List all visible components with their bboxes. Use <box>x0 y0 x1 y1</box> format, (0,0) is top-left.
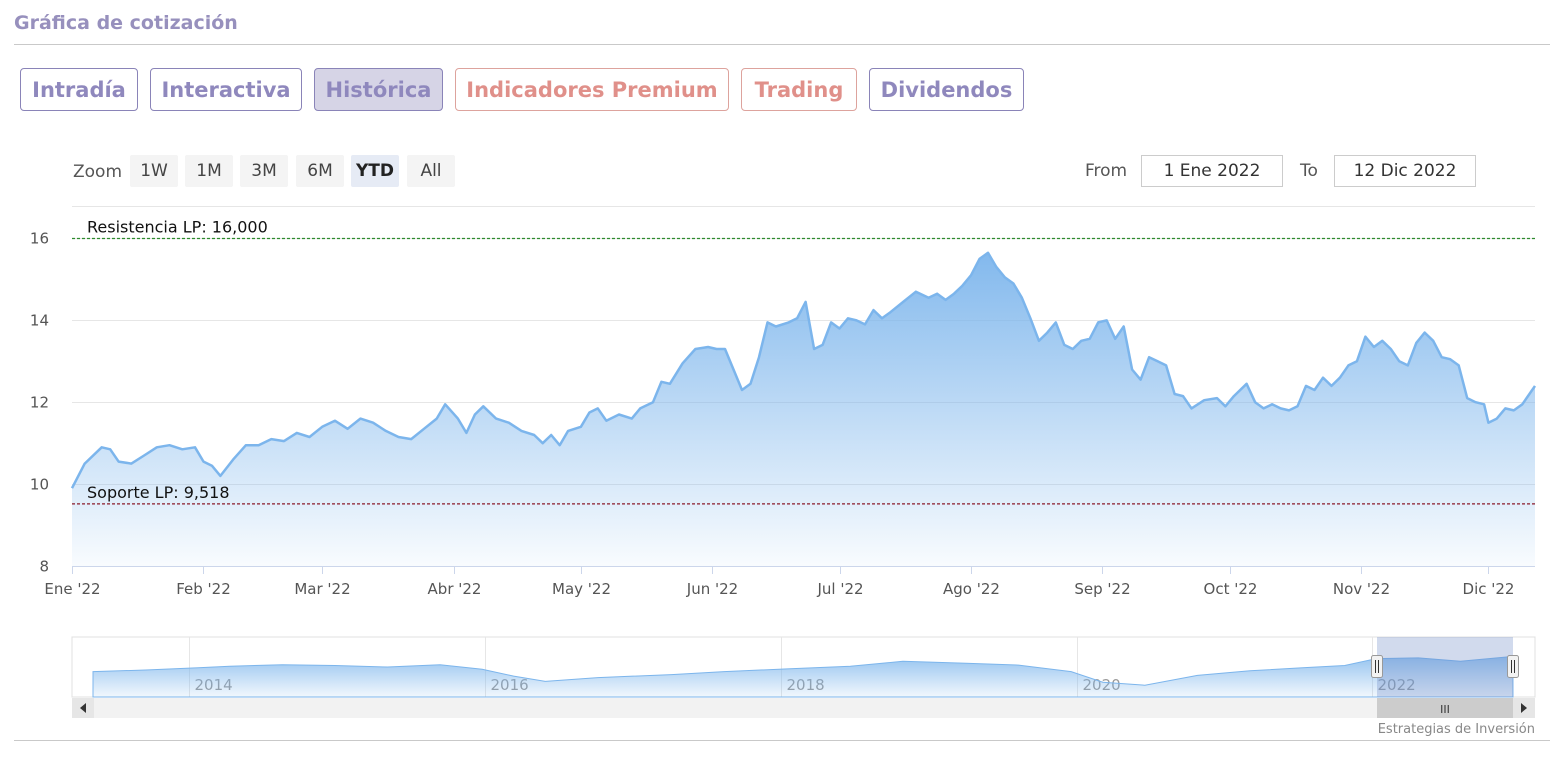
tab-interactiva[interactable]: Interactiva <box>150 68 302 111</box>
from-label: From <box>1085 161 1127 181</box>
to-date-input[interactable]: 12 Dic 2022 <box>1334 155 1476 187</box>
y-tick-label: 8 <box>39 558 49 576</box>
price-area <box>72 252 1535 567</box>
zoom-button-label: 1W <box>140 161 168 181</box>
y-tick-label: 12 <box>30 394 49 412</box>
x-tick-label: Jul '22 <box>816 580 863 598</box>
zoom-button-1w[interactable]: 1W <box>130 155 178 187</box>
zoom-button-label: 1M <box>196 161 221 181</box>
zoom-button-label: 6M <box>307 161 332 181</box>
bottom-divider <box>14 740 1550 741</box>
page-title: Gráfica de cotización <box>14 12 238 34</box>
x-tick-label: Dic '22 <box>1463 580 1515 598</box>
zoom-label: Zoom <box>73 162 122 182</box>
x-tick-label: May '22 <box>552 580 611 598</box>
scroll-left-button[interactable] <box>72 698 94 718</box>
to-date-value: 12 Dic 2022 <box>1354 161 1457 181</box>
chart-credit: Estrategias de Inversión <box>1378 722 1535 737</box>
title-divider <box>14 44 1550 45</box>
tab-trading[interactable]: Trading <box>741 68 857 111</box>
from-date-value: 1 Ene 2022 <box>1164 161 1261 181</box>
navigator-handle-left[interactable] <box>1371 655 1383 678</box>
tab-intradia[interactable]: Intradía <box>20 68 138 111</box>
y-tick-label: 10 <box>30 476 49 494</box>
range-selector: Zoom 1W 1M 3M 6M YTD All From 1 Ene 20 <box>72 155 1535 207</box>
navigator-window[interactable] <box>1377 637 1513 697</box>
navigator[interactable]: 20142016201820202022 <box>71 636 1536 698</box>
zoom-button-ytd[interactable]: YTD <box>351 155 399 187</box>
tab-dividendos[interactable]: Dividendos <box>869 68 1024 111</box>
scrollbar[interactable]: III <box>72 698 1535 718</box>
y-tick-label: 14 <box>30 312 49 330</box>
plot-line-label: Resistencia LP: 16,000 <box>87 217 268 236</box>
plot-line-label: Soporte LP: 9,518 <box>87 483 230 502</box>
scrollbar-track[interactable] <box>72 698 1535 718</box>
navigator-handle-right[interactable] <box>1507 655 1519 678</box>
to-label: To <box>1299 161 1318 181</box>
zoom-button-3m[interactable]: 3M <box>240 155 288 187</box>
x-tick-label: Feb '22 <box>176 580 231 598</box>
x-tick-label: Oct '22 <box>1204 580 1258 598</box>
zoom-button-1m[interactable]: 1M <box>185 155 233 187</box>
arrow-left-icon <box>80 703 86 713</box>
x-axis-ticks: Ene '22 Feb '22 Mar '22 Abr '22 May '22 Jun '… <box>44 566 1514 598</box>
price-chart: Zoom 1W 1M 3M 6M YTD All From 1 Ene 20 <box>30 155 1537 737</box>
tab-indicadores-premium[interactable]: Indicadores Premium <box>455 68 729 111</box>
zoom-button-all[interactable]: All <box>407 155 455 187</box>
zoom-button-label: YTD <box>355 161 394 181</box>
scroll-right-button[interactable] <box>1513 698 1535 718</box>
x-tick-label: Abr '22 <box>428 580 482 598</box>
zoom-button-6m[interactable]: 6M <box>296 155 344 187</box>
scrollbar-grip-icon: III <box>1440 703 1450 716</box>
x-tick-label: Jun '22 <box>686 580 738 598</box>
x-tick-label: Ago '22 <box>943 580 1000 598</box>
arrow-right-icon <box>1521 703 1527 713</box>
y-axis-ticks: 8 10 12 14 16 <box>30 230 49 576</box>
price-line <box>70 251 1537 489</box>
x-tick-label: Sep '22 <box>1074 580 1130 598</box>
plot-lines: Resistencia LP: 16,000 Soporte LP: 9,518 <box>72 217 1535 505</box>
y-tick-label: 16 <box>30 230 49 248</box>
x-tick-label: Ene '22 <box>44 580 100 598</box>
tab-historica[interactable]: Histórica <box>314 68 443 111</box>
x-tick-label: Mar '22 <box>294 580 350 598</box>
from-date-input[interactable]: 1 Ene 2022 <box>1141 155 1283 187</box>
scrollbar-thumb[interactable] <box>1377 698 1513 718</box>
x-tick-label: Nov '22 <box>1333 580 1390 598</box>
zoom-button-label: All <box>420 161 441 181</box>
zoom-button-label: 3M <box>251 161 276 181</box>
navigator-series <box>92 655 1514 698</box>
